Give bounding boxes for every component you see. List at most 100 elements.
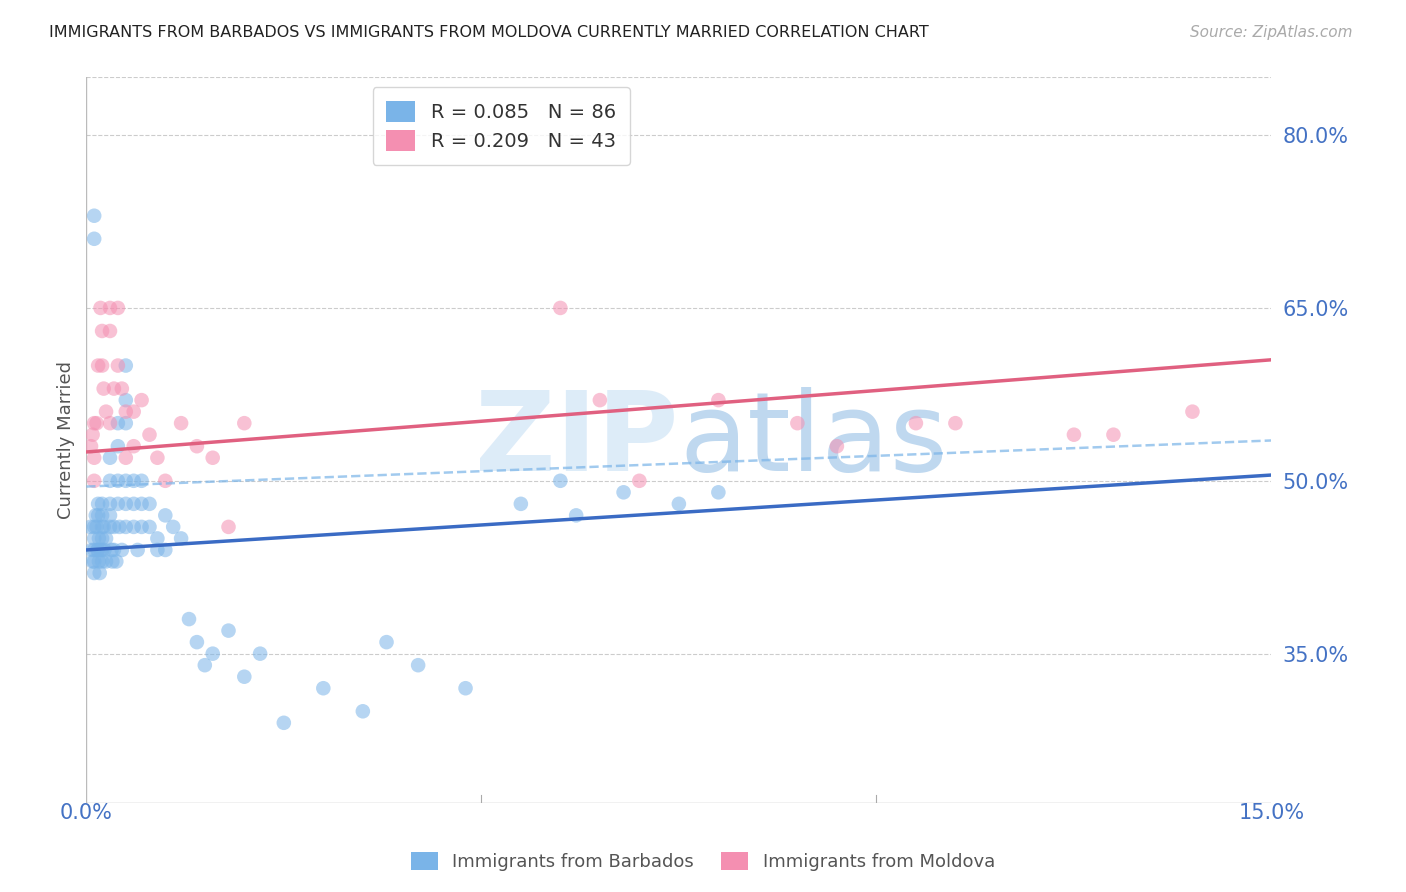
Point (146, 543, 169, 558)
Point (100, 543, 122, 558)
Point (312, 681, 335, 696)
Legend: R = 0.085   N = 86, R = 0.209   N = 43: R = 0.085 N = 86, R = 0.209 N = 43 (373, 87, 630, 164)
Point (589, 393, 612, 408)
Point (83, 566, 105, 580)
Point (86, 543, 108, 558)
Point (352, 704, 374, 718)
Point (103, 382, 125, 396)
Point (201, 647, 224, 661)
Point (138, 427, 160, 442)
Point (201, 450, 224, 465)
Point (98, 474, 121, 488)
Point (114, 359, 136, 373)
Point (91, 497, 114, 511)
Point (87, 497, 110, 511)
Point (82, 554, 104, 568)
Point (273, 715, 295, 730)
Point (114, 393, 136, 408)
Text: 15.0%: 15.0% (1239, 804, 1305, 823)
Point (233, 670, 256, 684)
Point (83, 532, 105, 546)
Point (108, 520, 131, 534)
Point (83, 209, 105, 223)
Point (89, 566, 111, 580)
Point (177, 612, 200, 626)
Point (114, 474, 136, 488)
Point (162, 520, 184, 534)
Point (707, 393, 730, 408)
Point (122, 439, 145, 453)
Point (786, 416, 808, 430)
Point (1102, 427, 1125, 442)
Point (101, 554, 124, 568)
Point (218, 624, 240, 638)
Point (146, 532, 169, 546)
Point (114, 416, 136, 430)
Point (83, 554, 105, 568)
Point (628, 474, 651, 488)
Point (87, 508, 110, 523)
Point (146, 450, 169, 465)
Point (84, 508, 107, 523)
Point (98, 324, 121, 338)
Point (98, 416, 121, 430)
Point (138, 497, 160, 511)
Point (83, 520, 105, 534)
Point (107, 359, 129, 373)
Text: atlas: atlas (679, 387, 948, 494)
Point (103, 543, 125, 558)
Point (122, 474, 145, 488)
Point (904, 416, 927, 430)
Point (93, 520, 115, 534)
Point (122, 497, 145, 511)
Point (91, 554, 114, 568)
Point (613, 485, 636, 500)
Point (233, 416, 256, 430)
Point (186, 439, 208, 453)
Point (194, 658, 217, 673)
Point (1181, 404, 1204, 418)
Point (668, 497, 690, 511)
Point (83, 416, 105, 430)
Point (509, 497, 531, 511)
Point (550, 301, 572, 315)
Point (83, 450, 105, 465)
Point (406, 658, 429, 673)
Legend: Immigrants from Barbados, Immigrants from Moldova: Immigrants from Barbados, Immigrants fro… (404, 845, 1002, 879)
Point (98, 450, 121, 465)
Point (155, 543, 177, 558)
Point (550, 474, 572, 488)
Point (91, 532, 114, 546)
Point (218, 520, 240, 534)
Point (107, 416, 129, 430)
Point (80, 543, 103, 558)
Point (114, 497, 136, 511)
Point (454, 681, 477, 696)
Point (945, 416, 967, 430)
Point (122, 404, 145, 418)
Point (131, 497, 153, 511)
Point (91, 508, 114, 523)
Point (122, 520, 145, 534)
Point (114, 450, 136, 465)
Point (127, 543, 149, 558)
Point (91, 543, 114, 558)
Point (155, 508, 177, 523)
Point (375, 635, 398, 649)
Point (89, 543, 111, 558)
Point (82, 427, 104, 442)
Point (107, 474, 129, 488)
Point (94, 554, 117, 568)
Point (87, 532, 110, 546)
Point (87, 543, 110, 558)
Text: ZIP: ZIP (475, 387, 679, 494)
Point (1063, 427, 1085, 442)
Point (89, 301, 111, 315)
Point (155, 474, 177, 488)
Point (825, 439, 848, 453)
Point (98, 301, 121, 315)
Point (87, 554, 110, 568)
Point (170, 532, 193, 546)
Point (91, 520, 114, 534)
Point (170, 416, 193, 430)
